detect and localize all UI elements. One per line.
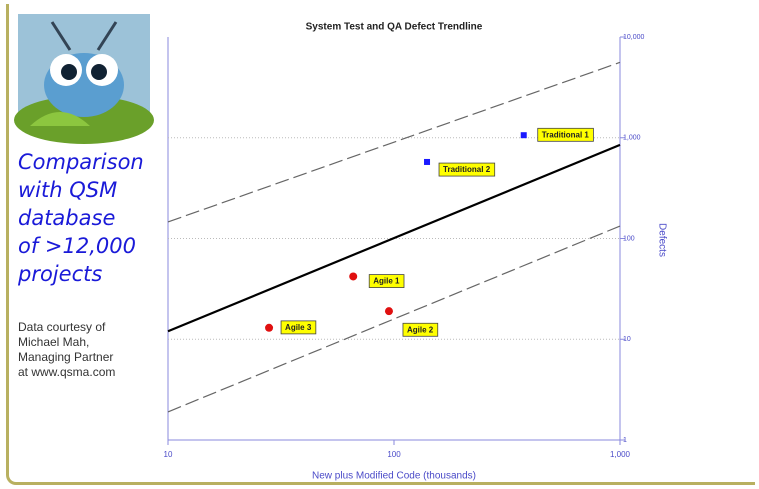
y-tick-label: 1 [623,437,627,444]
note-line: at www.qsma.com [18,365,115,380]
note-line: Managing Partner [18,350,115,365]
point [349,272,357,280]
point-label-box: Traditional 1 [538,128,594,141]
slide: System Test and QA Defect Trendline New … [0,0,759,489]
heading-line: projects [18,260,144,288]
point-label-box: Agile 3 [281,321,316,334]
x-tick-label: 1,000 [610,450,631,459]
bug-illustration [14,14,154,144]
x-tick-label: 10 [164,450,173,459]
point [385,307,393,315]
point-label-box: Agile 1 [369,275,404,288]
heading-line: database [18,204,144,232]
note-line: Michael Mah, [18,335,115,350]
point [265,324,273,332]
y-axis-label: Defects [656,223,667,257]
x-axis-label: New plus Modified Code (thousands) [312,471,476,482]
point-label: Traditional 1 [542,130,590,139]
point-label: Agile 3 [285,323,312,332]
chart-title: System Test and QA Defect Trendline [306,22,483,33]
point [424,159,430,165]
y-tick-label: 100 [623,235,635,242]
heading-line: of >12,000 [18,232,144,260]
y-tick-label: 10,000 [623,34,645,41]
point-label: Traditional 2 [443,165,491,174]
point-label-box: Agile 2 [403,323,438,336]
y-tick-label: 10 [623,336,631,343]
point-label: Agile 1 [373,277,400,286]
heading-line: Comparison [18,148,144,176]
y-tick-label: 1,000 [623,135,641,142]
note-line: Data courtesy of [18,320,115,335]
point-label-box: Traditional 2 [439,163,495,176]
point-label: Agile 2 [407,325,434,334]
point [521,132,527,138]
x-tick-label: 100 [387,450,401,459]
heading-line: with QSM [18,176,144,204]
